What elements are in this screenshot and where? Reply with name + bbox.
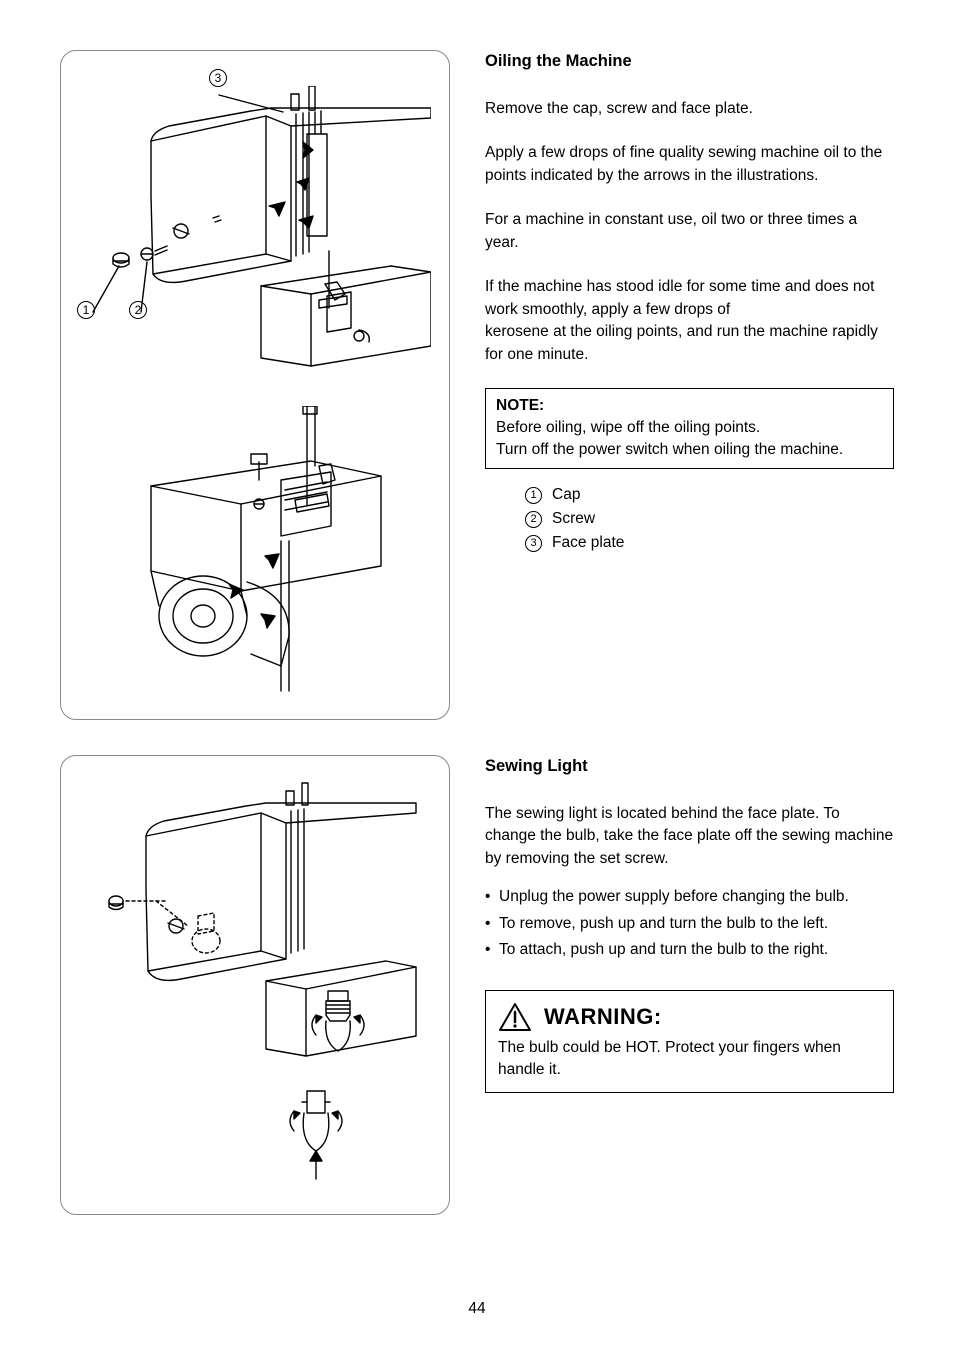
bullet-item: To remove, push up and turn the bulb to …	[485, 913, 894, 935]
warning-box: WARNING: The bulb could be HOT. Protect …	[485, 990, 894, 1093]
bullet-item: To attach, push up and turn the bulb to …	[485, 939, 894, 961]
text-oiling: Oiling the Machine Remove the cap, screw…	[485, 50, 894, 720]
figure-sewing-light	[60, 755, 450, 1215]
bullet-list: Unplug the power supply before changing …	[485, 886, 894, 961]
illustration-machine-top	[91, 86, 431, 386]
illustration-sewing-light	[86, 781, 426, 1191]
para: If the machine has stood idle for some t…	[485, 276, 894, 366]
warning-header: WARNING:	[498, 1001, 881, 1033]
page-number: 44	[0, 1300, 954, 1318]
illustration-machine-bottom	[131, 406, 391, 696]
figure-oiling: 1 2 3	[60, 50, 450, 720]
text-sewing-light: Sewing Light The sewing light is located…	[485, 755, 894, 1215]
parts-item: 3 Face plate	[525, 531, 894, 555]
parts-label: Face plate	[552, 531, 624, 555]
note-box: NOTE: Before oiling, wipe off the oiling…	[485, 388, 894, 469]
parts-label: Cap	[552, 483, 580, 507]
warning-body: The bulb could be HOT. Protect your fing…	[498, 1037, 881, 1082]
section-oiling: 1 2 3	[60, 50, 894, 720]
section-sewing-light: Sewing Light The sewing light is located…	[60, 755, 894, 1215]
parts-list: 1 Cap 2 Screw 3 Face plate	[525, 483, 894, 555]
parts-item: 1 Cap	[525, 483, 894, 507]
note-label: NOTE:	[496, 397, 544, 414]
para: The sewing light is located behind the f…	[485, 803, 894, 870]
note-line: Before oiling, wipe off the oiling point…	[496, 419, 760, 436]
circled-number-icon: 2	[525, 511, 542, 528]
bullet-item: Unplug the power supply before changing …	[485, 886, 894, 908]
warning-title: WARNING:	[544, 1001, 662, 1033]
circled-number-icon: 1	[525, 487, 542, 504]
callout-3: 3	[209, 69, 227, 87]
parts-item: 2 Screw	[525, 507, 894, 531]
para: For a machine in constant use, oil two o…	[485, 209, 894, 254]
para: Apply a few drops of fine quality sewing…	[485, 142, 894, 187]
circled-number-icon: 3	[525, 535, 542, 552]
heading-sewing-light: Sewing Light	[485, 755, 894, 779]
heading-oiling: Oiling the Machine	[485, 50, 894, 74]
parts-label: Screw	[552, 507, 595, 531]
warning-icon	[498, 1002, 532, 1032]
note-line: Turn off the power switch when oiling th…	[496, 441, 843, 458]
para: Remove the cap, screw and face plate.	[485, 98, 894, 120]
